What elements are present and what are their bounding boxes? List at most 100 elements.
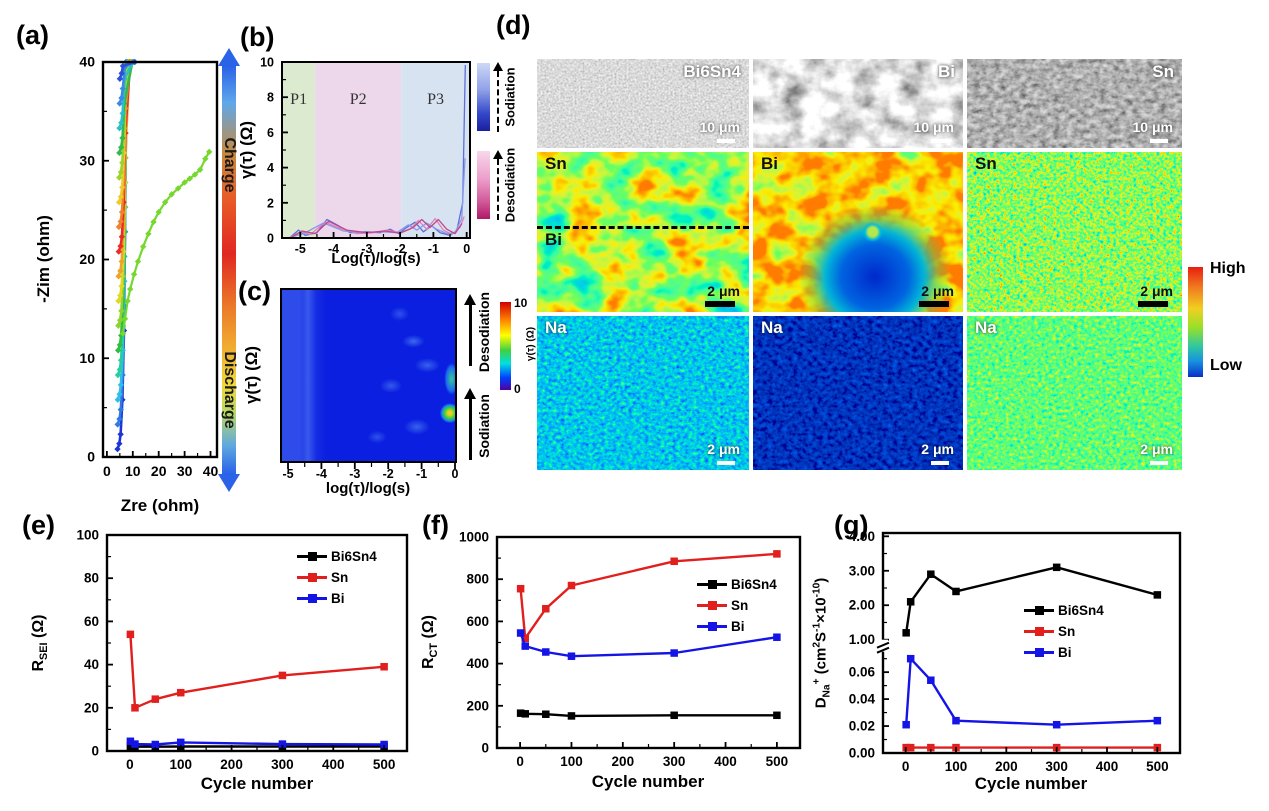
diffusion-plot: 0 100 200 300 400 500 0.00 0.02 0.04 0.06 1.00 2.00… [849, 529, 1182, 774]
svg-text:20: 20 [151, 463, 167, 479]
drt-plot: P1 P2 P3 -5 -4 -3 -2 -1 0 0 2 4 6 8 10 [260, 56, 471, 256]
legend-entry: Bi6Sn4 [697, 574, 777, 595]
drt-heatmap [280, 288, 457, 463]
svg-text:0: 0 [463, 242, 470, 256]
svg-text:-1: -1 [428, 242, 439, 256]
sodiation-label: Sodiation [502, 67, 518, 127]
eds-map-bi: Bi 2 μm [753, 152, 963, 312]
svg-text:0: 0 [91, 744, 99, 759]
legend-entry: Bi [297, 588, 377, 609]
svg-text:0: 0 [902, 759, 910, 774]
panel-label-f: (f) [422, 510, 449, 540]
discharge-arrow-down-icon [218, 474, 240, 492]
svg-text:-5: -5 [282, 467, 293, 481]
svg-text:0: 0 [103, 463, 111, 479]
e-y-axis-label: RSEI (Ω) [29, 614, 51, 672]
svg-text:100: 100 [169, 757, 192, 772]
legend-entry: Bi6Sn4 [297, 546, 377, 567]
svg-text:400: 400 [1096, 759, 1119, 774]
panel-label-e: (e) [22, 510, 55, 540]
svg-text:400: 400 [466, 656, 489, 671]
high-low-colorbar [1188, 267, 1203, 377]
svg-text:P2: P2 [350, 91, 367, 108]
element-label-2: Bi [545, 230, 562, 250]
svg-text:0.06: 0.06 [849, 665, 876, 680]
svg-text:200: 200 [466, 698, 489, 713]
a-x-axis-label: Zre (ohm) [120, 496, 200, 515]
svg-text:0.00: 0.00 [849, 746, 875, 761]
sodiation-colorbar [477, 63, 490, 131]
c-x-axis-label: log(τ)/log(s) [325, 480, 411, 497]
g-y-axis-label: DNa+ (cm2S-1×10-10) [811, 577, 833, 709]
svg-text:0.04: 0.04 [849, 692, 876, 707]
svg-text:4: 4 [267, 161, 274, 175]
region-divider-dashed-line [537, 225, 749, 229]
scale-bar [931, 139, 949, 143]
legend: Bi6Sn4 Sn Bi [697, 574, 777, 637]
f-y-axis-label: RCT (Ω) [419, 615, 441, 669]
svg-text:30: 30 [79, 152, 95, 168]
svg-text:40: 40 [203, 463, 219, 479]
desodiation-arrow-icon [491, 150, 505, 220]
svg-text:P3: P3 [427, 91, 444, 108]
svg-text:300: 300 [663, 754, 686, 769]
charge-discharge-colorbar [222, 66, 236, 474]
image-label: Sn [1152, 62, 1174, 81]
sem-image-bi6sn4: Bi6Sn4 10 μm [537, 59, 749, 148]
colorbar-high-label: High [1210, 260, 1246, 277]
scale-bar [717, 461, 735, 465]
c-sodiation-label: Sodiation [476, 394, 492, 458]
sodiation-arrow-icon [491, 62, 505, 132]
svg-text:-3: -3 [361, 242, 372, 256]
e-x-axis-label: Cycle number [200, 774, 314, 793]
legend-entry: Bi6Sn4 [1024, 600, 1104, 621]
discharge-label: Discharge [221, 351, 238, 429]
f-x-axis-label: Cycle number [591, 772, 705, 791]
panel-label-g: (g) [834, 510, 869, 540]
eds-map-na-sn: Na 2 μm [967, 316, 1182, 470]
charge-arrow-up-icon [218, 48, 240, 66]
image-label: Bi [938, 62, 955, 81]
svg-text:0: 0 [452, 467, 459, 481]
low-signal-blob [753, 152, 963, 312]
scale-text: 10 μm [913, 119, 954, 135]
heatmap-axis: -5 -4 -3 -2 -1 0 [282, 463, 459, 481]
svg-text:2.00: 2.00 [849, 598, 875, 613]
svg-text:500: 500 [1146, 759, 1169, 774]
scale-bar [1150, 139, 1168, 143]
element-label: Na [545, 318, 567, 337]
svg-text:10: 10 [125, 463, 141, 479]
svg-text:800: 800 [466, 572, 489, 587]
scale-bar [919, 301, 949, 307]
legend-entry: Sn [297, 567, 377, 588]
desodiation-colorbar [477, 151, 490, 219]
sem-image-bi: Bi 10 μm [753, 59, 963, 148]
svg-text:-3: -3 [349, 467, 360, 481]
element-label: Sn [975, 154, 997, 173]
svg-text:0: 0 [126, 757, 134, 772]
svg-text:100: 100 [76, 528, 99, 543]
nyquist-plot: 0 10 20 30 40 0 10 20 30 40 [79, 54, 219, 479]
b-y-axis-label: γ(τ) (Ω) [237, 120, 256, 180]
svg-text:80: 80 [84, 571, 99, 586]
panel-label-a: (a) [16, 20, 49, 50]
image-label: Bi6Sn4 [683, 62, 741, 81]
g-x-axis-label: Cycle number [974, 774, 1088, 793]
svg-text:8: 8 [267, 91, 274, 105]
svg-text:100: 100 [945, 759, 968, 774]
scale-bar [1150, 461, 1168, 465]
svg-text:0: 0 [267, 232, 274, 246]
charge-label: Charge [221, 137, 238, 193]
legend-entry: Bi [1024, 642, 1104, 663]
svg-text:200: 200 [220, 757, 243, 772]
svg-text:20: 20 [79, 251, 95, 267]
scale-bar [1138, 301, 1168, 307]
svg-text:100: 100 [560, 754, 583, 769]
svg-text:-1: -1 [416, 467, 427, 481]
svg-text:-4: -4 [316, 467, 327, 481]
svg-text:20: 20 [84, 700, 99, 715]
element-label: Na [761, 318, 783, 337]
scale-text: 2 μm [1140, 283, 1173, 299]
svg-text:0: 0 [481, 741, 489, 756]
scale-bar [705, 301, 735, 307]
